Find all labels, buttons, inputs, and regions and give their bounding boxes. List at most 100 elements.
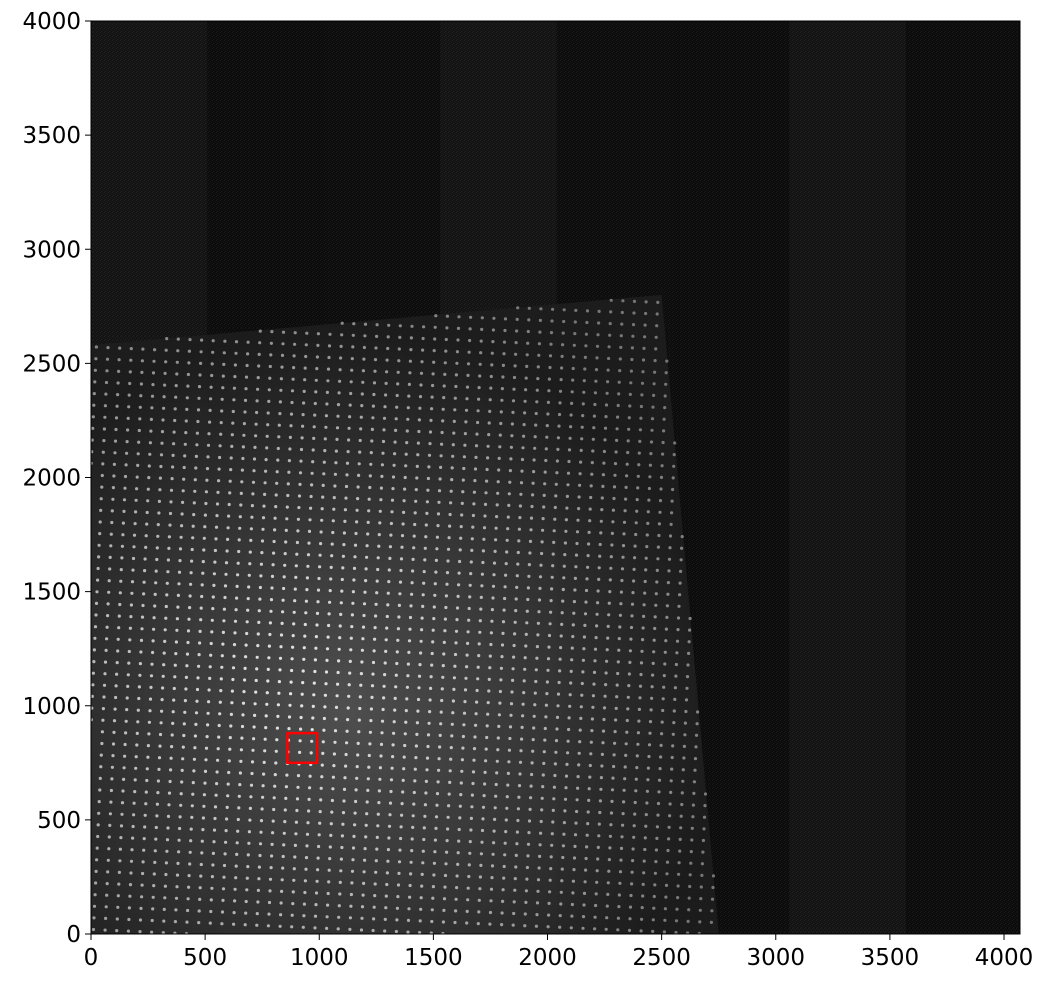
lattice-spot: [353, 811, 357, 815]
lattice-spot: [655, 324, 659, 328]
lattice-spot: [512, 375, 517, 380]
lattice-spot: [534, 679, 538, 684]
lattice-spot: [701, 850, 705, 854]
lattice-spot: [470, 805, 474, 809]
lattice-spot: [225, 817, 229, 821]
lattice-spot: [342, 543, 346, 547]
lattice-spot: [507, 760, 511, 764]
lattice-spot: [326, 367, 331, 371]
lattice-spot: [155, 546, 159, 550]
lattice-spot: [380, 463, 384, 467]
lattice-spot: [665, 872, 669, 876]
lattice-spot: [621, 812, 625, 816]
lattice-spot: [372, 392, 376, 397]
lattice-spot: [551, 552, 555, 556]
lattice-spot: [610, 788, 615, 792]
lattice-spot: [258, 329, 262, 333]
lattice-spot: [629, 893, 633, 898]
lattice-spot: [594, 892, 598, 896]
lattice-spot: [328, 332, 332, 336]
lattice-spot: [473, 735, 477, 739]
lattice-spot: [125, 440, 129, 444]
lattice-spot: [239, 748, 243, 752]
lattice-spot: [91, 415, 95, 419]
lattice-spot: [409, 872, 413, 876]
lattice-spot: [472, 490, 476, 494]
lattice-spot: [174, 896, 179, 900]
lattice-spot: [598, 799, 603, 803]
lattice-spot: [524, 376, 528, 380]
lattice-spot: [575, 541, 579, 546]
lattice-spot: [119, 579, 123, 583]
lattice-spot: [686, 663, 690, 667]
lattice-spot: [349, 892, 353, 897]
lattice-spot: [111, 486, 115, 490]
lattice-spot: [547, 913, 551, 917]
lattice-spot: [314, 903, 318, 907]
lattice-spot: [228, 747, 232, 751]
lattice-spot: [108, 812, 112, 816]
lattice-spot: [507, 748, 511, 752]
lattice-spot: [156, 534, 160, 538]
lattice-spot: [211, 595, 215, 599]
lattice-spot: [582, 635, 587, 639]
lattice-spot: [273, 528, 277, 532]
lattice-spot: [302, 914, 306, 918]
lattice-spot: [237, 549, 241, 554]
lattice-spot: [117, 882, 121, 886]
lattice-spot: [203, 781, 207, 785]
lattice-spot: [709, 920, 714, 925]
lattice-spot: [454, 909, 458, 913]
lattice-spot: [254, 678, 258, 683]
lattice-spot: [403, 487, 407, 491]
lattice-spot: [573, 320, 577, 324]
lattice-spot: [556, 692, 561, 696]
lattice-spot: [329, 822, 333, 826]
lattice-spot: [388, 556, 392, 561]
lattice-spot: [246, 853, 250, 857]
lattice-spot: [452, 687, 456, 692]
lattice-spot: [339, 857, 343, 861]
lattice-spot: [265, 702, 269, 706]
lattice-spots: [91, 298, 716, 934]
lattice-spot: [689, 850, 693, 854]
lattice-spot: [474, 444, 479, 448]
lattice-spot: [540, 808, 544, 812]
lattice-spot: [157, 767, 161, 772]
y-tick-label: 4000: [22, 9, 81, 35]
lattice-spot: [359, 415, 363, 419]
lattice-spot: [423, 803, 427, 807]
lattice-spot: [619, 846, 624, 851]
lattice-spot: [417, 686, 421, 690]
lattice-spot: [236, 817, 240, 822]
lattice-spot: [309, 494, 313, 499]
lattice-spot: [539, 819, 543, 824]
lattice-spot: [560, 867, 564, 871]
lattice-spot: [143, 813, 147, 817]
lattice-spot: [199, 862, 203, 867]
lattice-spot: [311, 716, 315, 720]
lattice-spot: [524, 632, 528, 637]
lattice-spot: [307, 529, 312, 534]
lattice-spot: [252, 737, 256, 741]
lattice-spot: [100, 741, 104, 746]
lattice-spot: [657, 522, 662, 526]
lattice-spot: [174, 908, 178, 912]
lattice-spot: [175, 873, 180, 877]
lattice-spot: [583, 880, 587, 884]
lattice-spot: [569, 413, 573, 417]
lattice-spot: [408, 359, 412, 363]
lattice-spot: [218, 455, 222, 460]
lattice-spot: [392, 731, 396, 735]
lattice-spot: [471, 781, 475, 786]
lattice-spot: [187, 349, 191, 353]
lattice-spot: [315, 623, 319, 627]
lattice-spot: [517, 527, 522, 531]
lattice-spot: [293, 331, 297, 335]
lattice-spot: [584, 600, 588, 604]
lattice-spot: [199, 606, 203, 610]
lattice-spot: [370, 427, 374, 431]
lattice-spot: [578, 472, 582, 476]
lattice-spot: [560, 366, 564, 370]
lattice-spot: [453, 664, 457, 668]
